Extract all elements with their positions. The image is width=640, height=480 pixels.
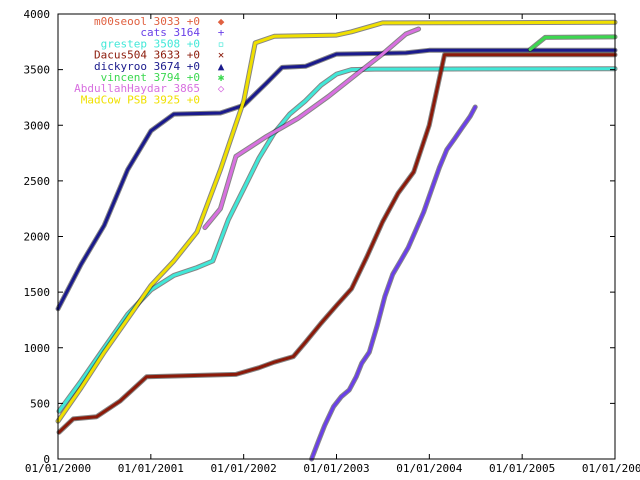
legend-entry-marker: ▲: [218, 60, 225, 73]
y-tick-label: 0: [43, 453, 50, 466]
x-tick-label: 01/01/2002: [211, 462, 277, 475]
legend-entry-label: vincent 3794 +0: [101, 71, 200, 84]
legend-entry-marker: +: [218, 26, 225, 39]
x-axis: 01/01/2000 01/01/2001 01/01/2002 01/01/2003…: [25, 14, 640, 475]
x-tick-label: 01/01/2006: [582, 462, 640, 475]
series-line: [310, 105, 477, 461]
x-tick-label: 01/01/2001: [118, 462, 184, 475]
y-tick-label: 3000: [24, 119, 51, 132]
series-line: [56, 20, 617, 423]
x-tick-label: 01/01/2004: [396, 462, 463, 475]
x-tick-label: 01/01/2003: [303, 462, 369, 475]
series-2-line: [56, 66, 618, 414]
y-tick-label: 500: [30, 397, 50, 410]
series-6-line: [202, 26, 422, 231]
series-1-line: [309, 104, 478, 462]
y-tick-label: 1500: [24, 286, 51, 299]
series-line: [57, 53, 617, 434]
legend-entry-marker: ◆: [218, 15, 225, 28]
legend-entry-label: grestep 3508 +0: [101, 37, 200, 50]
legend-entry-label: Dacus504 3633 +0: [94, 49, 200, 62]
y-tick-label: 3500: [24, 64, 51, 77]
y-axis: 0 500 1000 1500 2000 2500 3000 3500 4000: [24, 8, 615, 466]
series-line: [203, 27, 421, 230]
series-5-line: [527, 34, 618, 53]
x-tick-label: 01/01/2005: [489, 462, 555, 475]
y-tick-label: 2000: [24, 231, 51, 244]
legend: m00seool 3033 +0 ◆ cats 3164 + grestep 3508 …: [74, 15, 225, 106]
legend-entry-label: AbdullahHaydar 3865: [74, 82, 200, 95]
legend-entry-label: dickyroo 3674 +0: [94, 60, 200, 73]
legend-entry-marker: ×: [218, 49, 225, 62]
y-tick-label: 4000: [24, 8, 51, 21]
y-tick-label: 1000: [24, 342, 51, 355]
legend-entry-label: cats 3164: [140, 26, 200, 39]
series-line: [528, 35, 617, 52]
legend-entry-label: m00seool 3033 +0: [94, 15, 200, 28]
legend-entry-label: MadCow PSB 3925 +0: [81, 93, 200, 106]
legend-entry-marker: ✱: [218, 71, 225, 84]
series-lines: [55, 19, 618, 462]
legend-entry-marker: ◇: [218, 82, 225, 95]
y-tick-label: 2500: [24, 175, 51, 188]
series-line: [57, 67, 617, 413]
series-3-line: [56, 52, 618, 435]
legend-entry-marker: ▫: [218, 37, 225, 50]
series-7-line: [55, 19, 618, 424]
x-tick-label: 01/01/2000: [25, 462, 91, 475]
